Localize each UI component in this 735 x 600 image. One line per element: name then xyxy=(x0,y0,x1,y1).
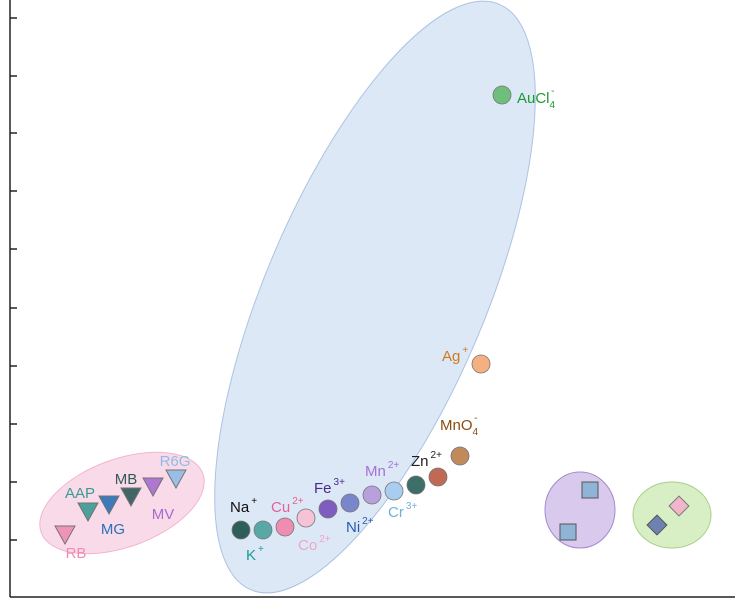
ion-symbol: Ni xyxy=(346,519,360,536)
axes xyxy=(9,0,735,598)
dye-marker xyxy=(142,477,164,498)
ion-symbol: Cu xyxy=(271,499,290,516)
group-4 xyxy=(632,481,712,549)
ion-charge: + xyxy=(258,544,264,555)
dye-label: RB xyxy=(66,545,87,562)
ion-symbol: Cr xyxy=(388,504,404,521)
ion-marker xyxy=(231,520,251,540)
ion-label: Cu 2+ xyxy=(271,496,304,516)
ion-label: Zn 2+ xyxy=(411,450,442,470)
ion-label: K + xyxy=(246,544,264,564)
ion-subscript: 4 xyxy=(473,427,479,438)
ion-charge: + xyxy=(251,496,257,507)
ion-symbol: Fe xyxy=(314,480,332,497)
ion-label: Fe 3+ xyxy=(314,477,345,497)
ion-marker xyxy=(406,475,426,495)
ion-group xyxy=(214,0,536,594)
ion-charge: 3+ xyxy=(334,477,346,488)
ion-charge: + xyxy=(462,345,468,356)
ion-symbol: AuCl xyxy=(517,90,550,107)
ion-label: Cr 3+ xyxy=(388,501,417,521)
ion-charge: - xyxy=(474,413,477,424)
ion-subscript: 4 xyxy=(550,100,556,111)
ion-label: Co 2+ xyxy=(298,534,331,554)
ion-marker xyxy=(253,520,273,540)
ion-symbol: MnO xyxy=(440,417,473,434)
ion-symbol: K xyxy=(246,547,256,564)
ion-charge: 2+ xyxy=(362,516,374,527)
ion-charge: 2+ xyxy=(431,450,443,461)
ion-marker xyxy=(428,467,448,487)
dye-marker xyxy=(77,502,99,523)
ion-marker xyxy=(296,508,316,528)
ion-label: MnO4 - xyxy=(440,413,479,438)
group-3 xyxy=(544,471,616,549)
ion-marker xyxy=(340,493,360,513)
ion-marker xyxy=(471,354,491,374)
ion-symbol: Na xyxy=(230,499,250,516)
dye-marker xyxy=(165,469,187,490)
ion-charge: 2+ xyxy=(292,496,304,507)
dye-label: AAP xyxy=(65,485,95,502)
ion-charge: 2+ xyxy=(388,460,400,471)
dye-label: R6G xyxy=(160,453,191,470)
ion-marker xyxy=(384,481,404,501)
dye-label: MB xyxy=(115,471,138,488)
dye-label: MG xyxy=(101,521,125,538)
ion-symbol: Co xyxy=(298,537,317,554)
ion-marker xyxy=(492,85,512,105)
dye-marker xyxy=(120,487,142,508)
ion-marker xyxy=(275,517,295,537)
ion-symbol: Zn xyxy=(411,453,429,470)
ion-label: Ni 2+ xyxy=(346,516,374,536)
ion-label: Mn 2+ xyxy=(365,460,399,480)
ion-charge: - xyxy=(551,86,554,97)
ion-marker xyxy=(362,485,382,505)
ion-label: Na + xyxy=(230,496,257,516)
dye-marker xyxy=(98,495,120,516)
ion-symbol: Ag xyxy=(442,348,460,365)
ion-marker xyxy=(450,446,470,466)
dye-marker xyxy=(54,525,76,546)
squares xyxy=(559,481,690,541)
dye-label: MV xyxy=(152,506,175,523)
ion-charge: 3+ xyxy=(406,501,418,512)
ion-symbol: Mn xyxy=(365,463,386,480)
ion-charge: 2+ xyxy=(319,534,331,545)
ion-marker xyxy=(318,499,338,519)
ion-label: Ag + xyxy=(442,345,468,365)
ion-label: AuCl4 - xyxy=(517,86,556,111)
